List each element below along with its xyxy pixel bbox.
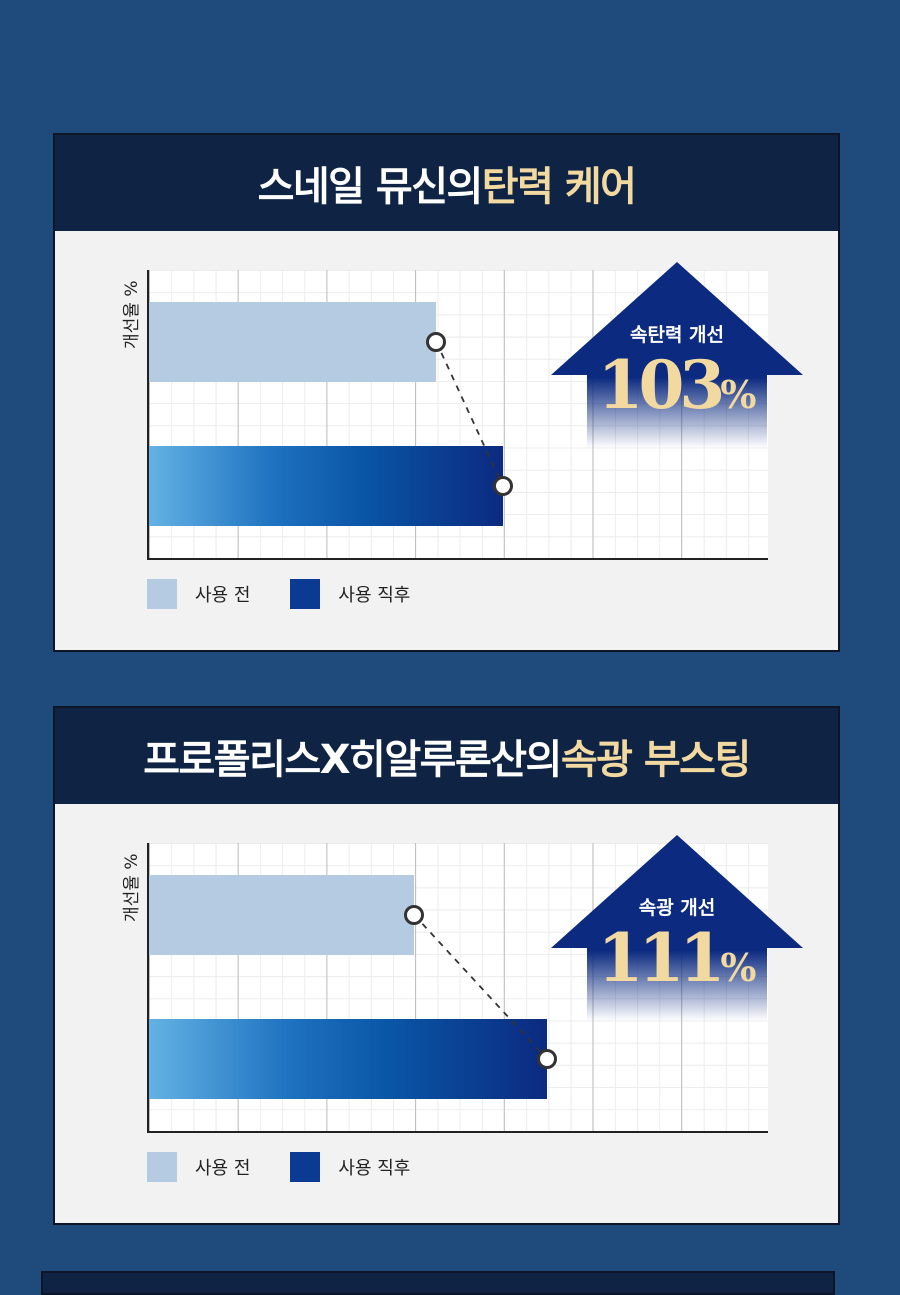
marker-before [426,332,447,352]
legend-swatch-after [290,1152,321,1182]
badge-value: 111% [551,919,803,997]
improvement-arrow: 속탄력 개선 103% [551,262,803,452]
dashed-connector [413,914,548,1060]
bar-after [149,1019,547,1099]
badge-unit: % [720,945,757,990]
badge-value: 103% [551,346,803,424]
legend-label-before: 사용 전 [195,585,251,606]
y-axis-label: 개선율 % [122,853,142,922]
up-arrow-icon [551,262,803,448]
badge-number: 103 [597,346,726,424]
badge-unit: % [720,372,757,417]
legend-label-after: 사용 직후 [338,1158,411,1179]
marker-before [404,905,425,925]
dashed-connector [435,341,504,487]
badge-label: 속탄력 개선 [629,324,724,346]
bar-before [149,302,437,382]
marker-after [536,1049,557,1069]
card-title: 스네일 뮤신의 탄력 케어 [55,135,838,231]
improvement-arrow: 속광 개선 111% [551,835,803,1025]
badge-label: 속광 개선 [638,897,716,919]
legend-item-before: 사용 전 [147,579,250,609]
connector-line [435,341,504,487]
legend-swatch-before [147,1152,177,1182]
bar-after [149,446,503,526]
badge-number: 111 [597,919,726,997]
y-axis-label: 개선율 % [122,280,142,349]
title-main: 스네일 뮤신의 [257,164,484,210]
legend-item-after: 사용 직후 [290,1152,410,1182]
up-arrow-icon [551,835,803,1021]
legend-item-after: 사용 직후 [290,579,410,609]
legend-label-before: 사용 전 [195,1158,251,1179]
card-title: 프로폴리스X히알루론산의 속광 부스팅 [55,708,838,804]
chart-card-glow: 프로폴리스X히알루론산의 속광 부스팅 개선율 % 사용 전 사용 직후 [53,706,840,1225]
title-accent: 탄력 케어 [481,164,637,210]
legend: 사용 전 사용 직후 [147,1152,450,1182]
legend-swatch-after [290,579,321,609]
legend-swatch-before [147,579,177,609]
legend-label-after: 사용 직후 [338,585,411,606]
connector-line [413,914,548,1060]
marker-after [492,476,513,496]
title-main: 프로폴리스X히알루론산의 [143,737,562,783]
bar-before [149,875,415,955]
title-accent: 속광 부스팅 [560,737,751,783]
legend-item-before: 사용 전 [147,1152,250,1182]
chart-card-elasticity: 스네일 뮤신의 탄력 케어 개선율 % 사용 전 사용 직후 [53,133,840,652]
legend: 사용 전 사용 직후 [147,579,450,609]
next-section-header [41,1271,835,1295]
